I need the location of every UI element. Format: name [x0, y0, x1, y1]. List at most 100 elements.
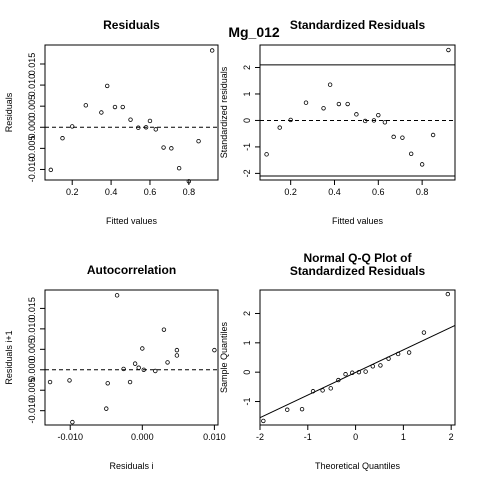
data-point	[356, 369, 362, 375]
data-point	[83, 103, 89, 108]
y-tick-label: 0	[242, 118, 252, 123]
data-point	[391, 134, 396, 140]
x-axis-label: Theoretical Quantiles	[315, 461, 401, 471]
data-point	[320, 388, 325, 393]
y-tick-label: -1	[242, 143, 252, 151]
data-point	[328, 386, 333, 391]
data-point	[395, 351, 401, 357]
data-point	[114, 293, 120, 298]
data-point	[419, 162, 425, 167]
data-point	[446, 47, 451, 53]
data-point	[264, 152, 269, 157]
x-tick-label: 0.4	[328, 187, 341, 197]
y-tick-label: 2	[242, 311, 252, 316]
data-point	[161, 327, 167, 332]
data-point	[336, 101, 342, 107]
data-point	[169, 146, 174, 151]
y-tick-label: 1	[242, 91, 252, 96]
x-tick-label: 0.4	[105, 187, 118, 197]
x-axis-label: Residuals i	[109, 461, 153, 471]
data-point	[153, 368, 158, 374]
y-tick-label: -2	[242, 169, 252, 177]
y-tick-label: 0.000	[27, 116, 37, 139]
data-point	[128, 117, 133, 122]
data-point	[186, 179, 192, 184]
data-point	[376, 112, 381, 118]
data-point	[112, 104, 118, 110]
data-point	[350, 370, 355, 375]
data-point	[354, 112, 359, 117]
data-point	[400, 135, 405, 140]
data-point	[288, 117, 293, 123]
x-tick-label: 0.2	[66, 187, 79, 197]
plot-title-line: Normal Q-Q Plot of	[304, 251, 413, 265]
y-axis-label: Standardized residuals	[219, 66, 229, 158]
plot-title: Autocorrelation	[87, 263, 176, 277]
data-point	[121, 366, 126, 372]
x-tick-label: 2	[449, 432, 454, 442]
data-point	[105, 381, 110, 386]
plot-title-line: Standardized Residuals	[290, 264, 426, 278]
data-point	[386, 356, 391, 361]
y-tick-label: -0.005	[27, 377, 37, 403]
y-axis-label: Residuals	[4, 92, 14, 132]
y-tick-label: 0.015	[27, 53, 37, 76]
data-point	[378, 363, 383, 368]
data-point	[370, 364, 375, 369]
data-point	[161, 145, 166, 150]
data-point	[285, 407, 290, 412]
data-point	[430, 132, 436, 138]
x-tick-label: -0.010	[57, 432, 83, 442]
x-tick-label: 0.6	[144, 187, 157, 197]
data-point	[104, 406, 109, 411]
y-tick-label: 0.005	[27, 338, 37, 361]
x-tick-label: 0.8	[183, 187, 196, 197]
plot-frame	[44, 289, 219, 426]
x-tick-label: 0.000	[131, 432, 154, 442]
figure-title: Mg_012	[228, 24, 280, 40]
data-point	[321, 106, 326, 111]
data-point	[408, 151, 414, 156]
data-point	[362, 118, 368, 124]
y-axis-label: Residuals i+1	[4, 330, 14, 384]
y-axis-label: Sample Quantiles	[219, 321, 229, 393]
x-tick-label: 1	[401, 432, 406, 442]
y-tick-label: 1	[242, 340, 252, 345]
data-point	[336, 377, 341, 383]
x-tick-label: 0	[353, 432, 358, 442]
data-point	[147, 118, 153, 124]
data-point	[174, 353, 180, 358]
data-point	[371, 118, 377, 123]
plot-title: Residuals	[103, 18, 160, 32]
data-point	[363, 369, 368, 374]
y-tick-label: -0.005	[27, 136, 37, 162]
data-point	[140, 346, 145, 351]
data-point	[47, 379, 53, 385]
data-point	[299, 406, 305, 412]
data-point	[310, 389, 316, 394]
y-tick-label: 0.005	[27, 95, 37, 118]
data-point	[174, 347, 180, 353]
plot-frame	[259, 289, 456, 426]
data-point	[153, 127, 158, 132]
data-point	[70, 124, 75, 129]
x-tick-label: -2	[256, 432, 264, 442]
data-point	[406, 350, 412, 355]
x-tick-label: 0.2	[284, 187, 297, 197]
data-point	[136, 365, 141, 370]
data-point	[70, 419, 75, 425]
panel-autocorrelation: Autocorrelation-0.010 0.000 0.010-0.010-0.…	[4, 263, 226, 471]
data-point	[212, 347, 217, 353]
data-point	[277, 125, 282, 130]
x-tick-label: 0.6	[372, 187, 385, 197]
data-point	[99, 110, 104, 115]
data-point	[345, 101, 350, 107]
data-point	[67, 378, 72, 383]
y-tick-label: -0.010	[27, 398, 37, 424]
y-tick-label: 0.000	[27, 359, 37, 382]
y-tick-label: 0	[242, 370, 252, 375]
data-point	[165, 360, 170, 365]
data-point	[176, 165, 182, 171]
